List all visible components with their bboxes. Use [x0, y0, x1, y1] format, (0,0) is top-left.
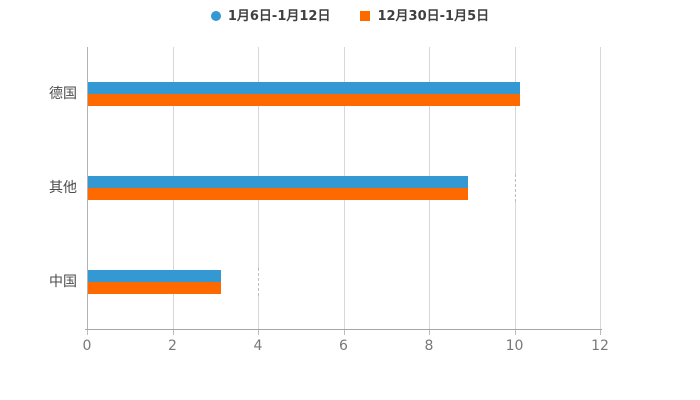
dash-segment-line [258, 268, 259, 296]
x-axis-tick-10 [514, 329, 516, 335]
y-category-label-2: 中国 [49, 274, 77, 290]
bar-中国-series1[interactable] [88, 282, 221, 294]
legend-item-current-week[interactable]: 1月6日-1月12日 [210, 8, 331, 24]
dashed-gridline-segment-1 [257, 268, 260, 296]
bar-中国-series0[interactable] [88, 270, 221, 282]
legend-square-marker-icon [360, 11, 371, 21]
y-category-label-1: 其他 [49, 180, 77, 196]
x-tick-label-6: 6 [339, 338, 348, 354]
bar-其他-series0[interactable] [88, 176, 469, 188]
legend-label-previous-week: 12月30日-1月5日 [377, 8, 490, 24]
x-tick-label-8: 8 [424, 338, 434, 354]
bar-德国-series0[interactable] [88, 82, 520, 94]
legend: 1月6日-1月12日 12月30日-1月5日 [0, 6, 700, 26]
legend-label-current-week: 1月6日-1月12日 [227, 8, 331, 24]
x-axis-tick-6 [343, 329, 345, 335]
bar-德国-series1[interactable] [88, 94, 520, 106]
x-axis-tick-12 [600, 329, 601, 335]
x-axis-tick-8 [429, 329, 430, 335]
legend-item-previous-week[interactable]: 12月30日-1月5日 [360, 10, 489, 23]
y-category-label-0: 德国 [49, 86, 77, 102]
x-tick-label-0: 0 [82, 338, 92, 354]
x-axis-tick-2 [172, 329, 174, 335]
x-tick-label-4: 4 [253, 338, 263, 354]
y-axis-line [87, 47, 88, 329]
dash-segment-line [514, 174, 516, 202]
bar-其他-series1[interactable] [88, 188, 469, 200]
x-tick-label-12: 12 [591, 338, 609, 354]
x-axis-tick-4 [258, 329, 259, 335]
x-tick-label-10: 10 [505, 338, 524, 354]
x-axis-tick-0 [87, 329, 88, 335]
x-axis-line [85, 329, 602, 330]
legend-circle-marker-icon [210, 11, 221, 21]
dashed-gridline-segment-0 [513, 174, 517, 202]
x-tick-label-2: 2 [168, 338, 177, 354]
gridline-x-12 [600, 47, 601, 329]
